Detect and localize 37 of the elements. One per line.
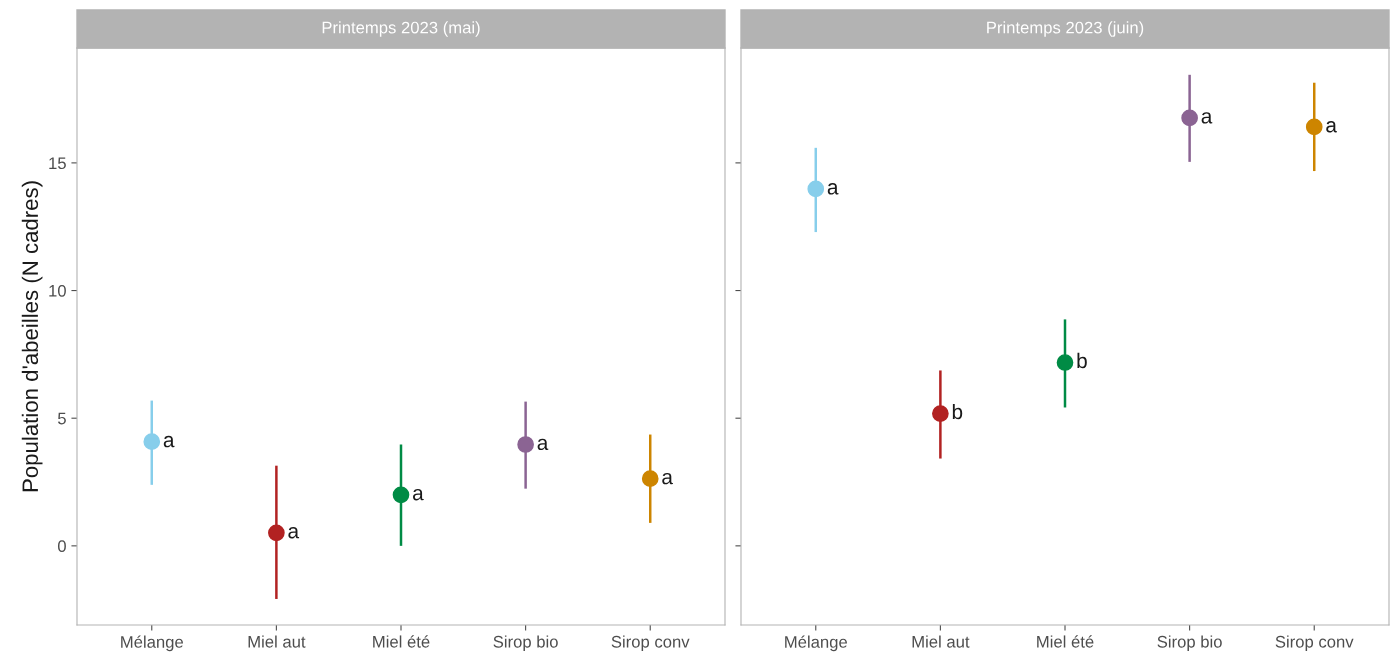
data-label: a — [827, 183, 839, 195]
y-tick-label: 15 — [49, 157, 66, 170]
x-tick-label: Sirop conv — [611, 635, 690, 651]
point — [932, 405, 949, 422]
y-tick-label: 5 — [57, 412, 66, 425]
data-label: a — [413, 488, 424, 501]
x-tick-label: Miel été — [1037, 635, 1094, 648]
data-label: a — [163, 435, 175, 448]
chart-title: Printemps 2023 (juin) — [987, 21, 1144, 37]
point — [517, 436, 534, 453]
x-tick-label: Sirop conv — [1275, 635, 1354, 651]
x-tick-label: Miel aut — [248, 635, 306, 648]
x-tick-label: Sirop bio — [1157, 635, 1222, 651]
chart-title: Printemps 2023 (mai) — [322, 21, 480, 37]
point — [641, 470, 659, 488]
data-label: a — [288, 527, 300, 539]
y-axis-title: Population d'abeilles (N cadres) — [21, 181, 43, 492]
point — [807, 180, 825, 198]
data-label: a — [1326, 121, 1337, 133]
point — [143, 433, 161, 451]
point — [1181, 109, 1198, 127]
point — [268, 524, 285, 542]
point — [1305, 118, 1323, 136]
x-tick-label: Miel été — [373, 635, 430, 648]
x-tick-label: Sirop bio — [493, 635, 558, 651]
y-tick-label: 10 — [49, 284, 66, 297]
y-tick-label: 0 — [57, 540, 66, 553]
data-label: b — [952, 403, 963, 420]
x-tick-label: Mélange — [121, 635, 183, 652]
data-label: a — [1201, 112, 1213, 124]
point — [1056, 354, 1074, 371]
data-label: b — [1077, 352, 1087, 369]
data-label: a — [662, 472, 673, 485]
point — [392, 486, 410, 504]
x-tick-label: Mélange — [785, 635, 847, 652]
x-tick-label: Miel aut — [912, 635, 970, 648]
data-label: a — [537, 438, 549, 451]
